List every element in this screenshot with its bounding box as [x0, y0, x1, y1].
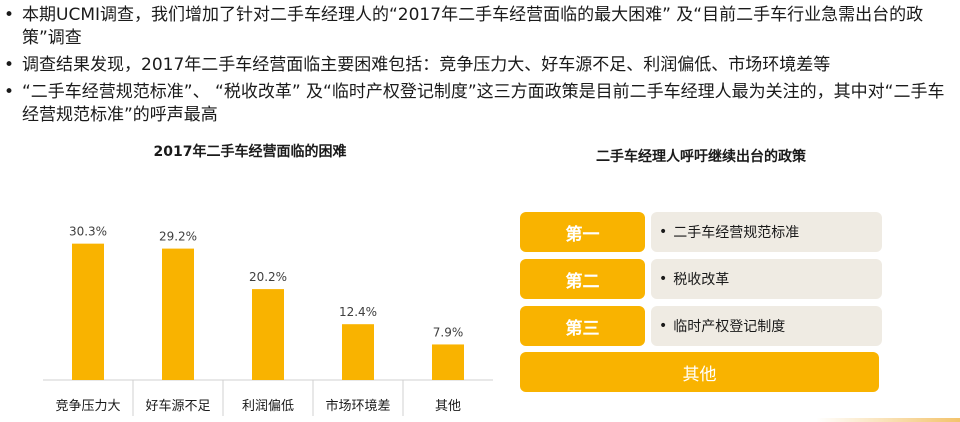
bullet-text: 本期UCMI调查，我们增加了针对二手车经理人的“2017年二手车经营面临的最大困… [22, 5, 924, 48]
x-tick-label: 好车源不足 [145, 398, 210, 414]
policy-title: 二手车经理人呼吁继续出台的政策 [596, 149, 806, 165]
bullet-item: • 本期UCMI调查，我们增加了针对二手车经理人的“2017年二手车经营面临的最… [0, 4, 955, 50]
policy-row-3: 第三 • 临时产权登记制度 [520, 306, 882, 346]
bullet-icon: • [4, 55, 15, 75]
policy-text: 税收改革 [673, 272, 730, 288]
policy-text: 二手车经营规范标准 [673, 225, 800, 241]
policy-rank-label: 第二 [520, 259, 645, 299]
policy-text: 临时产权登记制度 [673, 319, 786, 335]
data-label: 12.4% [339, 305, 377, 319]
policy-text-box: • 临时产权登记制度 [651, 306, 882, 346]
bullet-item: • 调查结果发现，2017年二手车经营面临主要困难包括：竞争压力大、好车源不足、… [0, 54, 955, 77]
data-label: 29.2% [159, 230, 197, 244]
bullet-icon: • [659, 318, 668, 334]
bullet-item: • “二手车经营规范标准”、 “税收改革” 及“临时产权登记制度”这三方面政策是… [0, 81, 955, 127]
bar [342, 324, 374, 380]
bar [252, 289, 284, 380]
policy-other-box: 其他 [520, 352, 879, 392]
x-tick-label: 竞争压力大 [55, 398, 120, 414]
bar [72, 243, 104, 380]
policy-row-1: 第一 • 二手车经营规范标准 [520, 212, 882, 252]
data-label: 30.3% [69, 225, 107, 239]
policy-text-box: • 二手车经营规范标准 [651, 212, 882, 252]
bar-chart: 30.3% 竞争压力大 29.2% 好车源不足 20.2% 利润偏低 12.4% 市场环境差 7… [43, 225, 493, 416]
data-label: 20.2% [249, 270, 287, 284]
policy-text-box: • 税收改革 [651, 259, 882, 299]
decorative-line [0, 418, 960, 422]
bullet-list: • 本期UCMI调查，我们增加了针对二手车经理人的“2017年二手车经营面临的最… [0, 4, 955, 128]
policy-rank-label: 第三 [520, 306, 645, 346]
bullet-icon: • [659, 224, 668, 240]
x-tick-label: 利润偏低 [242, 399, 294, 414]
policy-rank-label: 第一 [520, 212, 645, 252]
x-tick-label: 其他 [435, 399, 461, 414]
bar [162, 248, 194, 380]
x-tick-label: 市场环境差 [325, 398, 390, 414]
bullet-text: “二手车经营规范标准”、 “税收改革” 及“临时产权登记制度”这三方面政策是目前… [22, 82, 945, 125]
bullet-icon: • [4, 5, 15, 25]
bar [432, 344, 464, 380]
data-label: 7.9% [433, 325, 464, 339]
bullet-icon: • [4, 82, 15, 102]
bullet-text: 调查结果发现，2017年二手车经营面临主要困难包括：竞争压力大、好车源不足、利润… [22, 55, 831, 75]
chart-title: 2017年二手车经营面临的困难 [153, 144, 347, 160]
policy-row-2: 第二 • 税收改革 [520, 259, 882, 299]
bullet-icon: • [659, 271, 668, 287]
